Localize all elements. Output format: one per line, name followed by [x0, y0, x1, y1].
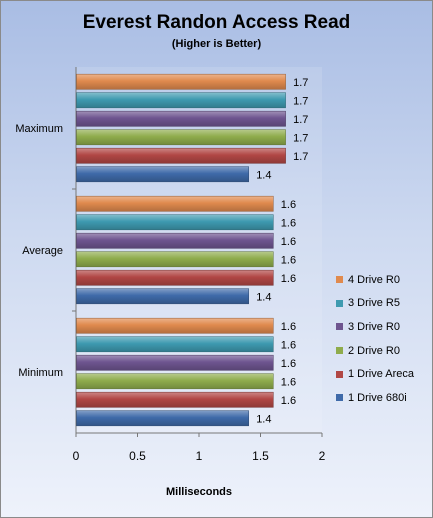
- data-label: 1.4: [256, 413, 271, 425]
- data-label: 1.6: [281, 339, 296, 351]
- data-label: 1.6: [281, 199, 296, 211]
- data-label: 1.7: [293, 77, 308, 89]
- legend: 4 Drive R0 3 Drive R5 3 Drive R0 2 Drive R0…: [336, 268, 414, 410]
- data-label: 1.7: [293, 132, 308, 144]
- legend-label: 1 Drive Areca: [348, 368, 415, 381]
- plot-background: [76, 67, 322, 433]
- data-label: 1.7: [293, 95, 308, 107]
- bar-1-drive-areca: [76, 269, 274, 286]
- x-axis-label: Milliseconds: [166, 486, 232, 498]
- bar-2-drive-r0: [76, 129, 286, 146]
- legend-label: 3 Drive R0: [348, 320, 400, 333]
- data-label: 1.6: [281, 273, 296, 285]
- bar-2-drive-r0: [76, 251, 274, 268]
- data-label: 1.6: [281, 254, 296, 266]
- data-label: 1.6: [281, 358, 296, 370]
- legend-swatch: [336, 370, 343, 378]
- category-label: Average: [22, 245, 63, 257]
- legend-item: 1 Drive Areca: [336, 362, 414, 386]
- x-tick-label: 1: [196, 449, 203, 463]
- bar-3-drive-r0: [76, 110, 286, 127]
- legend-label: 4 Drive R0: [348, 273, 400, 286]
- legend-label: 2 Drive R0: [348, 344, 400, 357]
- bar-4-drive-r0: [76, 195, 274, 212]
- bar-4-drive-r0: [76, 73, 286, 90]
- bar-2-drive-r0: [76, 373, 274, 390]
- legend-swatch: [336, 394, 343, 402]
- legend-item: 4 Drive R0: [336, 268, 414, 292]
- bar-1-drive-areca: [76, 147, 286, 164]
- data-label: 1.7: [293, 151, 308, 163]
- bar-3-drive-r0: [76, 354, 274, 371]
- bar-3-drive-r5: [76, 214, 274, 231]
- data-label: 1.6: [281, 236, 296, 248]
- data-label: 1.6: [281, 376, 296, 388]
- legend-label: 3 Drive R5: [348, 297, 400, 310]
- data-label: 1.6: [281, 217, 296, 229]
- legend-item: 2 Drive R0: [336, 339, 414, 363]
- data-label: 1.6: [281, 321, 296, 333]
- x-tick-label: 1.5: [252, 449, 269, 463]
- x-tick-label: 2: [319, 449, 326, 463]
- bar-4-drive-r0: [76, 317, 274, 334]
- bar-1-drive-areca: [76, 391, 274, 408]
- bar-1-drive-680i: [76, 166, 249, 183]
- bar-3-drive-r5: [76, 92, 286, 109]
- chart-subtitle: (Higher is Better): [171, 38, 262, 50]
- legend-item: 3 Drive R0: [336, 315, 414, 339]
- legend-swatch: [336, 299, 343, 307]
- bar-3-drive-r0: [76, 232, 274, 249]
- data-label: 1.7: [293, 114, 308, 126]
- category-label: Minimum: [18, 367, 63, 379]
- bar-1-drive-680i: [76, 288, 249, 305]
- legend-swatch: [336, 347, 343, 355]
- bar-3-drive-r5: [76, 336, 274, 353]
- legend-label: 1 Drive 680i: [348, 391, 407, 404]
- chart-title: Everest Randon Access Read: [82, 12, 351, 33]
- legend-item: 1 Drive 680i: [336, 386, 414, 410]
- legend-item: 3 Drive R5: [336, 292, 414, 316]
- data-label: 1.4: [256, 291, 271, 303]
- category-label: Maximum: [15, 123, 63, 135]
- legend-swatch: [336, 323, 343, 331]
- data-label: 1.4: [256, 169, 271, 181]
- bar-1-drive-680i: [76, 410, 249, 427]
- data-label: 1.6: [281, 395, 296, 407]
- x-tick-label: 0: [73, 449, 80, 463]
- legend-swatch: [336, 276, 343, 284]
- x-tick-label: 0.5: [129, 449, 146, 463]
